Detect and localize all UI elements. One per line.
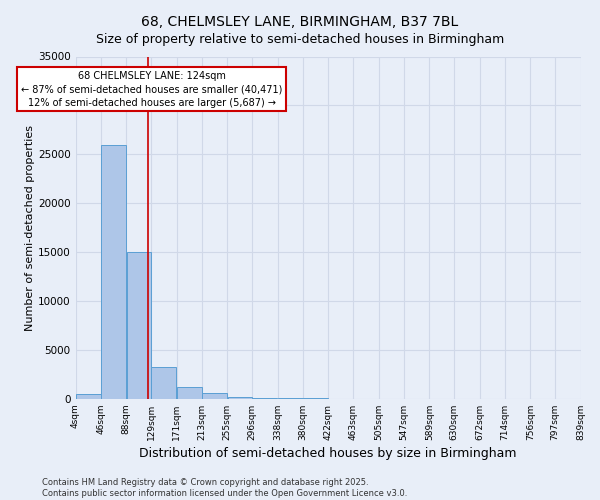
Bar [253,398,277,399]
Y-axis label: Number of semi-detached properties: Number of semi-detached properties [25,124,35,330]
Bar [177,387,202,399]
Bar [278,398,302,399]
Text: 68, CHELMSLEY LANE, BIRMINGHAM, B37 7BL: 68, CHELMSLEY LANE, BIRMINGHAM, B37 7BL [142,15,458,29]
Bar [151,366,176,399]
Bar [127,252,151,399]
X-axis label: Distribution of semi-detached houses by size in Birmingham: Distribution of semi-detached houses by … [139,447,517,460]
Text: Size of property relative to semi-detached houses in Birmingham: Size of property relative to semi-detach… [96,32,504,46]
Bar [202,393,227,399]
Text: 68 CHELMSLEY LANE: 124sqm
← 87% of semi-detached houses are smaller (40,471)
12%: 68 CHELMSLEY LANE: 124sqm ← 87% of semi-… [21,71,283,108]
Text: Contains HM Land Registry data © Crown copyright and database right 2025.
Contai: Contains HM Land Registry data © Crown c… [42,478,407,498]
Bar [227,397,252,399]
Bar [76,394,101,399]
Bar [101,144,126,399]
